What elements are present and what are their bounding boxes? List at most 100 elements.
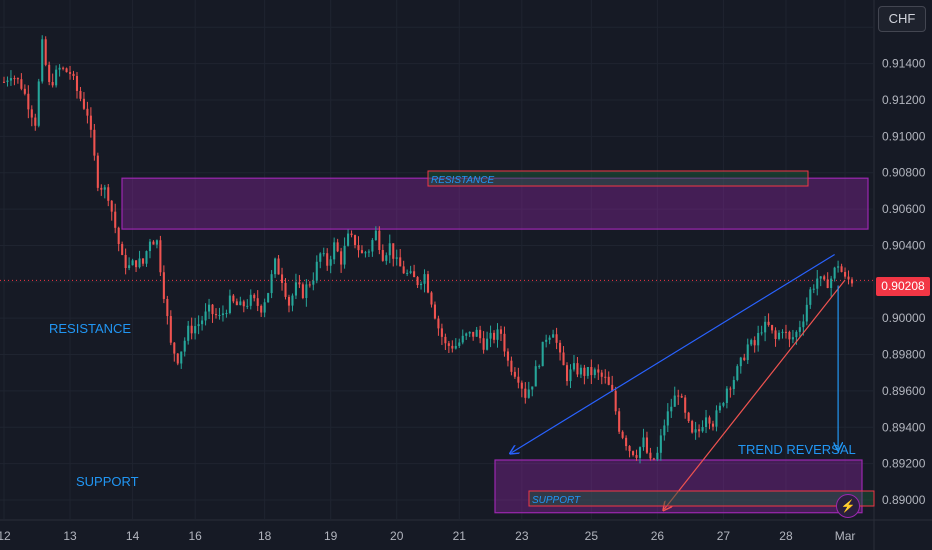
candle-body [715,410,717,426]
candle-body [820,276,822,278]
candle-body [271,274,273,293]
candle-body [629,446,631,451]
candle-body [583,368,585,376]
candle-body [681,396,683,397]
price-tick-label: 0.91200 [882,93,926,107]
candle-body [298,282,300,284]
candle-body [472,332,474,337]
candle-body [410,271,412,273]
candle-body [695,429,697,432]
candle-body [173,343,175,354]
candle-body [38,81,40,125]
candle-body [441,328,443,336]
candle-body [177,354,179,364]
candle-body [90,116,92,130]
candle-body [83,99,85,109]
candle-body [771,325,773,330]
candle-body [13,78,15,79]
candle-body [163,272,165,299]
candle-body [194,326,196,333]
price-tick-label: 0.89200 [882,457,926,471]
time-axis[interactable]: 12 13 14 16 18 19 20 21 23 25 26 27 28 Mar [0,529,855,543]
resistance-box-label: RESISTANCE [431,175,494,186]
candle-body [93,130,95,156]
candle-body [371,240,373,251]
candle-body [166,299,168,316]
candle-body [792,337,794,339]
candle-body [138,259,140,268]
candle-body [684,397,686,412]
candle-body [319,253,321,261]
candle-body [455,346,457,349]
candle-body [149,242,151,251]
candle-body [201,320,203,324]
candle-body [517,377,519,383]
candle-body [552,334,554,337]
price-axis[interactable]: 0.916000.914000.912000.910000.908000.906… [882,20,926,507]
candle-body [736,366,738,380]
candle-body [622,432,624,438]
candle-body [625,438,627,446]
candle-body [323,253,325,254]
candle-body [496,329,498,339]
candle-body [364,252,366,253]
candle-body [100,188,102,190]
candle-body [444,337,446,343]
candle-body [705,417,707,427]
candle-body [823,276,825,279]
candle-body [601,373,603,377]
price-tick-label: 0.90600 [882,202,926,216]
candle-body [646,437,648,452]
candle-body [691,421,693,433]
date-tick-label: 12 [0,529,11,543]
candle-body [587,367,589,376]
candle-body [531,386,533,389]
candle-body [208,305,210,312]
date-tick-label: 19 [324,529,338,543]
candle-body [389,243,391,255]
candle-body [830,279,832,288]
currency-button[interactable]: CHF [878,6,926,32]
candle-body [31,109,33,117]
price-tick-label: 0.90000 [882,311,926,325]
candle-body [368,252,370,253]
candle-body [3,82,5,83]
candle-body [20,79,22,89]
candle-body [465,333,467,335]
candle-body [350,234,352,236]
price-tick-label: 0.89400 [882,420,926,434]
candle-body [834,268,836,279]
candle-body [357,245,359,250]
candle-body [114,212,116,228]
date-tick-label: 27 [717,529,731,543]
candle-body [788,332,790,339]
candle-body [702,427,704,431]
candle-body [722,403,724,406]
candle-body [229,296,231,313]
lightning-icon[interactable]: ⚡ [836,494,860,518]
date-tick-label: Mar [835,529,856,543]
candle-body [538,366,540,367]
candle-body [125,255,127,268]
candle-body [257,298,259,306]
candle-body [222,313,224,315]
candle-body [451,346,453,349]
date-tick-label: 18 [258,529,272,543]
candle-body [41,39,43,81]
candle-body [806,305,808,322]
candle-body [569,369,571,381]
candle-body [663,425,665,435]
candle-body [312,281,314,285]
candle-body [260,306,262,313]
candle-body [677,396,679,397]
candle-body [827,279,829,288]
candle-body [462,336,464,343]
date-tick-label: 28 [779,529,793,543]
candle-body [107,187,109,201]
candle-body [55,70,57,86]
candle-body [708,417,710,423]
candle-body [347,234,349,246]
price-zones [122,178,868,513]
candle-body [316,262,318,281]
